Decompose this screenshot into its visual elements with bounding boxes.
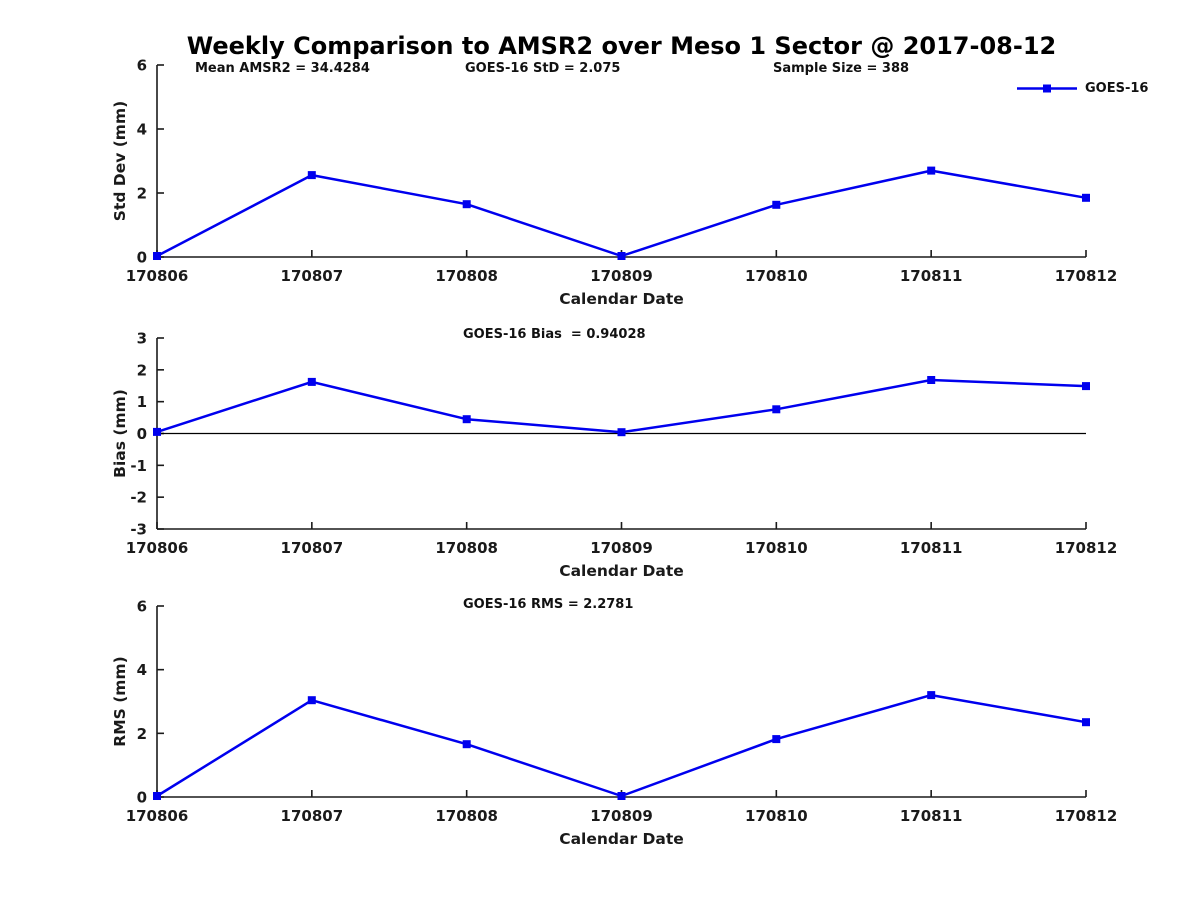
x-tick-label: 170808 [435, 539, 498, 557]
subplot-top: 0 2 4 6 170806 170807 170808 170809 170810 170811… [111, 57, 1117, 309]
legend-label: GOES-16 [1085, 81, 1149, 96]
series-marker-GOES-16 [1082, 382, 1090, 391]
y-tick-label: -1 [130, 457, 147, 475]
y-axis-label: Std Dev (mm) [111, 101, 129, 221]
x-tick-label: 170808 [435, 807, 498, 825]
series-marker-GOES-16 [617, 792, 626, 800]
annotation-sample-size: Sample Size = 388 [773, 61, 910, 76]
x-tick-label: 170807 [281, 807, 344, 825]
annotation-goes16-rms: GOES-16 RMS = 2.2781 [463, 597, 634, 612]
series-marker-GOES-16 [307, 696, 316, 705]
y-tick-label: 2 [137, 361, 147, 379]
y-tick-label: 2 [137, 725, 147, 743]
x-tick-label: 170809 [590, 267, 653, 285]
y-tick-label: 3 [137, 330, 147, 348]
series-marker-GOES-16 [153, 252, 161, 260]
x-tick-label: 170810 [745, 807, 808, 825]
x-tick-label: 170810 [745, 267, 808, 285]
chart-title: Weekly Comparison to AMSR2 over Meso 1 S… [186, 32, 1057, 60]
series-marker-GOES-16 [927, 376, 936, 384]
x-tick-label: 170812 [1055, 807, 1118, 825]
y-tick-label: 0 [137, 789, 147, 807]
y-tick-label: 2 [137, 185, 147, 203]
x-tick-label: 170806 [126, 539, 189, 557]
x-tick-label: 170809 [590, 807, 653, 825]
x-axis-label: Calendar Date [559, 830, 684, 848]
y-tick-label: 4 [137, 121, 147, 139]
x-tick-label: 170807 [281, 539, 344, 557]
x-tick-label: 170808 [435, 267, 498, 285]
series-marker-GOES-16 [927, 166, 936, 175]
series-marker-GOES-16 [307, 377, 316, 386]
series-marker-GOES-16 [1082, 718, 1090, 727]
x-tick-label: 170806 [126, 267, 189, 285]
y-axis-label: Bias (mm) [111, 389, 129, 478]
y-tick-label: 4 [137, 661, 147, 679]
x-tick-label: 170806 [126, 807, 189, 825]
x-tick-label: 170812 [1055, 267, 1118, 285]
x-tick-label: 170811 [900, 807, 963, 825]
x-tick-label: 170810 [745, 539, 808, 557]
annotation-goes16-std: GOES-16 StD = 2.075 [465, 61, 621, 76]
series-marker-GOES-16 [772, 735, 781, 744]
y-tick-label: 0 [137, 425, 147, 443]
y-tick-label: -3 [130, 521, 147, 539]
y-tick-label: 6 [137, 598, 147, 616]
series-marker-GOES-16 [927, 691, 936, 700]
legend-marker-sample [1043, 84, 1051, 93]
y-tick-label: 0 [137, 249, 147, 267]
x-tick-label: 170807 [281, 267, 344, 285]
series-line-GOES-16 [155, 378, 1088, 434]
y-tick-label: 6 [137, 57, 147, 75]
x-axis-label: Calendar Date [559, 562, 684, 580]
y-tick-label: -2 [130, 489, 147, 507]
annotation-mean-amsr2: Mean AMSR2 = 34.4284 [195, 61, 370, 76]
x-tick-label: 170811 [900, 267, 963, 285]
series-line-GOES-16 [155, 169, 1088, 258]
y-axis-label: RMS (mm) [111, 656, 129, 746]
x-tick-label: 170811 [900, 539, 963, 557]
series-marker-GOES-16 [462, 740, 471, 749]
subplot-bottom: 0 2 4 6 170806 170807 170808 170809 170810 170811… [111, 598, 1117, 849]
series-marker-GOES-16 [153, 792, 161, 800]
series-marker-GOES-16 [462, 200, 471, 209]
series-marker-GOES-16 [1082, 193, 1090, 202]
series-marker-GOES-16 [462, 415, 471, 424]
legend-line-icon [1017, 84, 1077, 93]
series-line-GOES-16 [155, 693, 1088, 798]
x-tick-label: 170809 [590, 539, 653, 557]
x-axis-label: Calendar Date [559, 290, 684, 308]
series-marker-GOES-16 [153, 427, 161, 436]
series-marker-GOES-16 [772, 405, 781, 414]
series-marker-GOES-16 [617, 428, 626, 437]
annotation-goes16-bias: GOES-16 Bias = 0.94028 [463, 327, 646, 342]
legend: GOES-16 [1016, 81, 1148, 96]
y-tick-label: 1 [137, 393, 147, 411]
x-tick-label: 170812 [1055, 539, 1118, 557]
series-marker-GOES-16 [617, 252, 626, 260]
series-marker-GOES-16 [772, 200, 781, 209]
series-marker-GOES-16 [307, 171, 316, 180]
